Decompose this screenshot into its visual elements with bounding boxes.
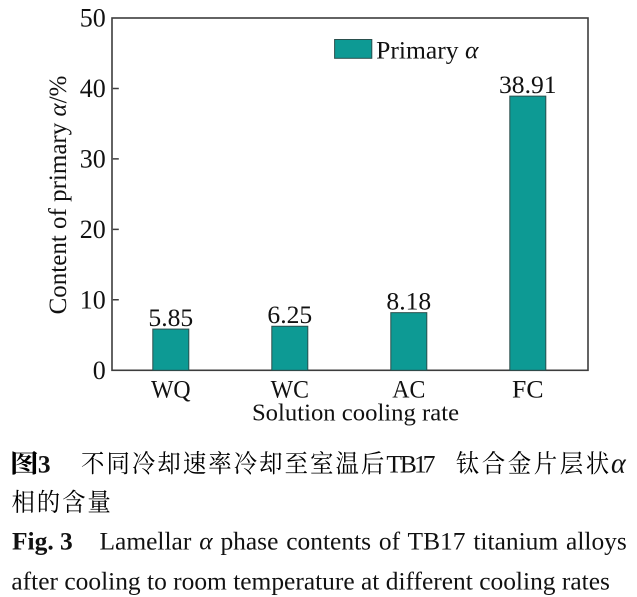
svg-text:40: 40 xyxy=(80,74,106,103)
svg-text:Primary α: Primary α xyxy=(376,36,479,65)
svg-text:38.91: 38.91 xyxy=(499,70,557,99)
svg-text:3: 3 xyxy=(38,449,51,478)
svg-text:Fig. 3: Fig. 3 xyxy=(12,526,73,555)
svg-text:FC: FC xyxy=(512,374,544,403)
svg-text:10: 10 xyxy=(80,285,106,314)
svg-text:5.85: 5.85 xyxy=(148,303,193,332)
svg-text:TB17: TB17 xyxy=(386,449,435,478)
svg-text:0: 0 xyxy=(93,356,106,385)
svg-text:Lamellar α phase contents of T: Lamellar α phase contents of TB17 titani… xyxy=(100,526,627,555)
svg-text:AC: AC xyxy=(392,374,425,403)
svg-text:Solution cooling rate: Solution cooling rate xyxy=(252,400,459,427)
svg-text:WQ: WQ xyxy=(151,374,191,403)
svg-text:Content of primary α/%: Content of primary α/% xyxy=(45,76,72,315)
svg-text:30: 30 xyxy=(80,144,106,173)
svg-text:α: α xyxy=(611,448,627,479)
svg-text:after cooling to room temperat: after cooling to room temperature at dif… xyxy=(11,567,610,596)
svg-text:6.25: 6.25 xyxy=(267,300,312,329)
svg-text:20: 20 xyxy=(80,215,106,244)
svg-text:WC: WC xyxy=(271,374,309,403)
svg-text:8.18: 8.18 xyxy=(386,287,431,316)
svg-text:50: 50 xyxy=(80,3,106,32)
